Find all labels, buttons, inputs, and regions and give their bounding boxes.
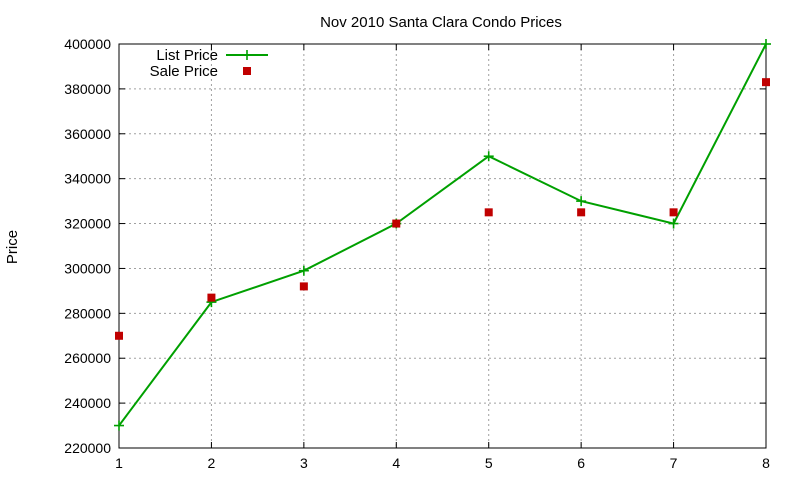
x-tick-label: 2 — [208, 455, 216, 471]
legend-item: List Price — [156, 47, 268, 64]
data-point — [392, 219, 401, 228]
y-tick-label: 380000 — [64, 81, 111, 97]
data-point — [484, 208, 493, 217]
y-tick-label: 320000 — [64, 216, 111, 232]
legend-marker — [242, 50, 252, 60]
x-tick-label: 3 — [300, 455, 308, 471]
data-point — [299, 282, 308, 291]
y-tick-label: 220000 — [64, 440, 111, 456]
y-tick-label: 340000 — [64, 171, 111, 187]
data-point — [668, 218, 679, 229]
data-point — [577, 208, 586, 217]
grid-lines — [119, 44, 766, 448]
y-tick-label: 360000 — [64, 126, 111, 142]
x-tick-label: 7 — [670, 455, 678, 471]
legend-label: Sale Price — [150, 63, 218, 80]
x-tick-label: 5 — [485, 455, 493, 471]
data-point — [483, 151, 494, 162]
y-tick-label: 240000 — [64, 395, 111, 411]
y-tick-label: 300000 — [64, 260, 111, 276]
y-tick-label: 400000 — [64, 36, 111, 52]
data-point — [761, 39, 771, 49]
data-point — [762, 78, 770, 87]
data-point — [576, 196, 587, 207]
plot-border — [118, 43, 767, 449]
chart-title: Nov 2010 Santa Clara Condo Prices — [320, 14, 562, 31]
data-point — [669, 208, 678, 217]
data-point — [207, 293, 216, 302]
data-point — [114, 420, 124, 431]
axis-ticks: 2200002400002600002800003000003200003400… — [64, 36, 770, 471]
x-tick-label: 6 — [577, 455, 585, 471]
legend-marker — [243, 67, 251, 75]
x-tick-label: 1 — [115, 455, 123, 471]
legend-label: List Price — [156, 47, 218, 64]
x-tick-label: 4 — [392, 455, 400, 471]
series-line — [118, 43, 767, 427]
x-tick-label: 8 — [762, 455, 770, 471]
y-tick-label: 260000 — [64, 350, 111, 366]
data-point — [298, 265, 309, 276]
series-1 — [115, 78, 770, 340]
y-axis-label: Price — [4, 230, 21, 264]
data-series — [114, 39, 771, 431]
y-tick-label: 280000 — [64, 305, 111, 321]
legend-item: Sale Price — [150, 63, 251, 80]
data-point — [115, 331, 123, 340]
series-0 — [114, 39, 771, 431]
